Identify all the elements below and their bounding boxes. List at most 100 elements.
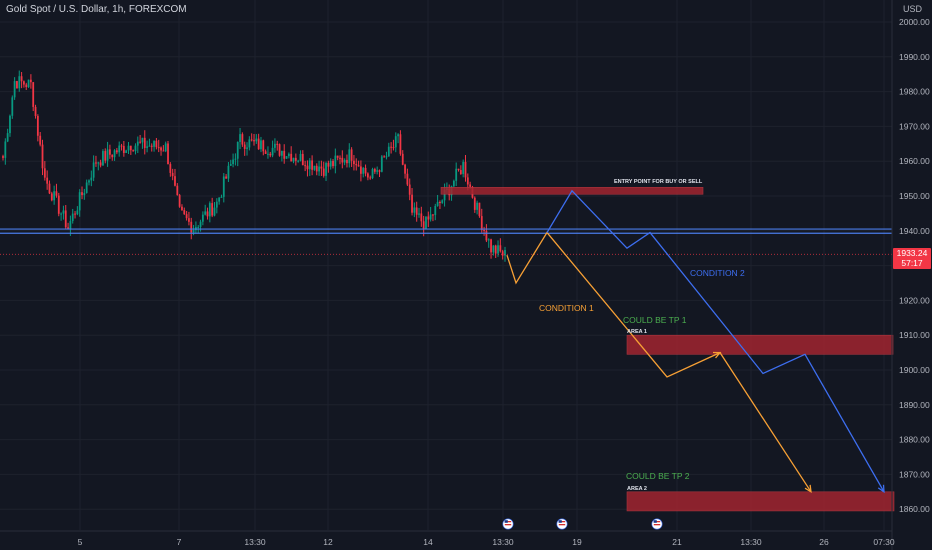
area-1-zone (626, 334, 894, 355)
candle-body (329, 160, 332, 167)
candle-body (301, 153, 304, 166)
candle-body (174, 176, 176, 186)
candle-body (236, 141, 239, 159)
us-flag-icon-stripe (558, 521, 566, 523)
candle-body (308, 160, 311, 170)
candle-body (157, 147, 160, 149)
candle-body (169, 164, 172, 173)
bar-countdown: 57:17 (901, 258, 923, 268)
candle-body (139, 141, 142, 143)
candle-body (48, 183, 51, 194)
candle-body (104, 151, 107, 161)
last-price-value: 1933.24 (896, 248, 928, 258)
candle-body (480, 216, 483, 230)
candle-body (371, 169, 374, 178)
candle-body (148, 145, 151, 147)
candle-body (343, 159, 346, 163)
candle-body (115, 150, 118, 153)
price-tick-label: 1880.00 (899, 435, 930, 445)
time-tick-label: 19 (572, 537, 582, 547)
candle-body (399, 134, 402, 154)
candle-body (162, 150, 165, 152)
candle-body (55, 191, 58, 196)
price-tick-label: 1940.00 (899, 226, 930, 236)
candle-body (34, 106, 37, 116)
tp2-label: COULD BE TP 2 (626, 471, 690, 481)
candle-body (178, 195, 181, 207)
candle-body (222, 176, 225, 197)
candle-body (150, 145, 153, 147)
candle-body (43, 168, 46, 178)
candle-body (322, 168, 325, 176)
time-tick-label: 12 (323, 537, 333, 547)
candle-body (276, 143, 279, 145)
candle-body (11, 97, 14, 116)
candle-body (125, 150, 128, 153)
candle-body (269, 153, 272, 156)
event-markers (502, 518, 663, 530)
candle-body (36, 115, 39, 136)
candle-body (462, 161, 465, 175)
candle-body (155, 140, 158, 148)
time-tick-label: 13:30 (740, 537, 762, 547)
candle-body (32, 82, 35, 107)
area-2-label: AREA 2 (627, 486, 647, 492)
candle-body (390, 146, 393, 148)
condition-1-path (506, 231, 812, 493)
candle-body (350, 149, 353, 161)
candle-body (111, 154, 114, 158)
price-tick-label: 1980.00 (899, 87, 930, 97)
candle-body (401, 153, 404, 165)
candle-body (218, 197, 221, 202)
candle-body (74, 213, 76, 215)
candle-body (13, 81, 16, 98)
candle-body (176, 185, 179, 196)
candle-body (167, 143, 169, 165)
candle-body (341, 157, 344, 163)
candle-body (257, 138, 260, 150)
candle-body (483, 229, 485, 231)
condition-2-label: CONDITION 2 (690, 268, 745, 278)
candle-body (181, 206, 183, 211)
candle-body (348, 149, 351, 164)
price-tick-label: 1910.00 (899, 330, 930, 340)
candle-body (92, 162, 95, 178)
us-flag-icon-stripe (504, 521, 512, 523)
candle-body (264, 151, 267, 154)
candle-body (127, 145, 130, 151)
candle-body (473, 197, 476, 210)
candle-body (441, 200, 444, 203)
candle-body (487, 239, 490, 241)
candle-body (336, 155, 339, 158)
candle-body (283, 150, 286, 159)
tp1-label: COULD BE TP 1 (623, 315, 687, 325)
candle-body (373, 169, 376, 172)
candle-body (306, 165, 309, 170)
candle-body (292, 157, 295, 162)
area-2-zone (626, 491, 895, 512)
candle-body (183, 210, 186, 215)
candle-body (225, 176, 228, 179)
candle-body (234, 158, 237, 160)
us-flag-icon-canton (504, 520, 508, 523)
candle-body (185, 214, 188, 219)
candle-body (436, 202, 439, 206)
us-flag-icon-stripe (558, 524, 566, 526)
candle-body (206, 211, 209, 217)
candle-body (469, 184, 472, 187)
candle-body (192, 230, 195, 233)
candle-body (57, 195, 60, 214)
zones (440, 187, 895, 512)
candle-body (439, 202, 441, 204)
candle-body (290, 153, 293, 162)
candle-body (339, 157, 341, 159)
candle-body (120, 145, 123, 147)
candle-body (29, 79, 32, 83)
candle-body (364, 167, 367, 174)
candle-body (422, 221, 425, 229)
candle-body (232, 159, 234, 165)
price-tick-label: 1960.00 (899, 156, 930, 166)
symbol-title[interactable]: Gold Spot / U.S. Dollar, 1h, FOREXCOM (6, 4, 187, 15)
